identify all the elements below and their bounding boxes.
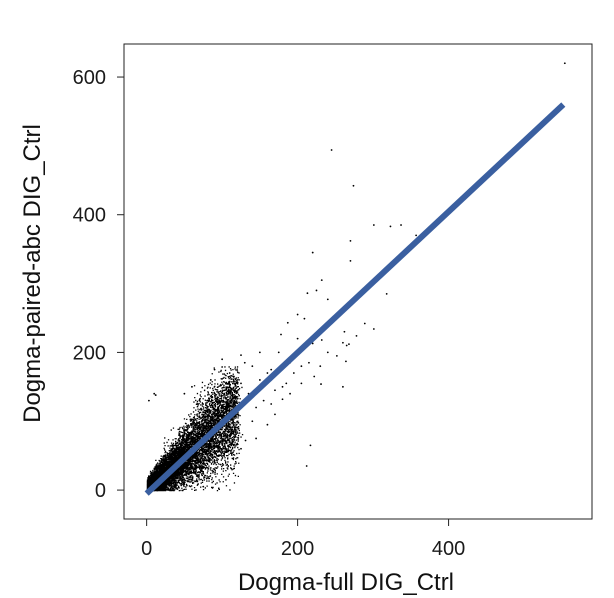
x-axis-ticks: 0 200 400 [141, 519, 465, 560]
data-point [305, 465, 308, 467]
data-point [202, 485, 205, 488]
data-point [244, 439, 247, 442]
data-point [154, 394, 157, 396]
data-point [266, 423, 269, 426]
data-point [415, 234, 418, 237]
data-point [281, 385, 284, 388]
data-point [191, 385, 193, 388]
data-point [266, 372, 269, 374]
data-point [385, 292, 388, 295]
y-tick-label: 400 [73, 205, 106, 227]
y-axis-title: Dogma-paired-abc DIG_Ctrl [19, 124, 46, 423]
data-point [258, 351, 261, 354]
x-axis-title: Dogma-full DIG_Ctrl [238, 569, 454, 596]
x-tick-label: 200 [281, 538, 314, 560]
plot-area [144, 62, 566, 496]
data-point [311, 251, 314, 254]
data-point [280, 333, 282, 336]
data-point [400, 224, 402, 226]
y-tick-label: 200 [73, 342, 106, 364]
data-point [213, 468, 216, 471]
data-point [308, 361, 310, 364]
data-point [296, 313, 299, 316]
data-point [274, 413, 276, 416]
data-point [313, 375, 316, 378]
data-point [300, 365, 303, 368]
data-point [372, 328, 375, 330]
data-point [217, 416, 220, 419]
data-point [345, 344, 348, 347]
data-point [342, 341, 344, 344]
data-point [389, 225, 392, 228]
data-point [326, 351, 329, 354]
data-point [296, 337, 299, 340]
data-point [232, 389, 235, 392]
data-point [262, 399, 265, 402]
x-tick-label: 0 [141, 538, 152, 560]
data-point [343, 330, 346, 333]
plot-frame [123, 43, 593, 520]
data-point [292, 372, 295, 374]
data-point [326, 298, 329, 301]
data-point [270, 403, 273, 405]
data-point [300, 382, 303, 385]
x-tick-label: 400 [432, 538, 465, 560]
data-point [251, 365, 254, 368]
data-point [225, 478, 227, 481]
data-point [320, 279, 323, 282]
data-point [221, 399, 224, 402]
data-point [255, 406, 257, 409]
data-point [363, 322, 366, 325]
data-point [281, 398, 284, 401]
data-point [198, 399, 201, 402]
data-point [274, 389, 276, 392]
data-point [286, 321, 289, 324]
data-point [315, 289, 318, 292]
data-point [335, 354, 338, 357]
point-cloud [146, 366, 244, 492]
data-point [258, 379, 261, 381]
data-point [289, 392, 291, 395]
data-point [309, 444, 312, 447]
data-point [355, 334, 358, 337]
data-point [153, 392, 156, 395]
y-tick-label: 0 [95, 480, 106, 502]
data-point [303, 317, 306, 320]
data-point [319, 365, 322, 368]
data-point [183, 392, 186, 395]
data-point [306, 292, 309, 295]
fit-line [144, 102, 566, 496]
data-point [349, 259, 352, 262]
data-point [372, 224, 375, 226]
data-point [221, 358, 224, 361]
data-point [270, 368, 273, 371]
data-point [255, 437, 257, 440]
y-tick-label: 600 [73, 67, 106, 89]
data-point [320, 383, 322, 385]
data-point [348, 343, 350, 346]
data-point [251, 420, 254, 423]
data-point [240, 447, 242, 450]
data-point [277, 351, 280, 354]
data-point [342, 385, 344, 388]
data-point [228, 372, 231, 374]
data-point [330, 149, 333, 151]
data-point [349, 239, 352, 242]
data-point [345, 360, 347, 363]
data-point [240, 354, 242, 357]
data-point [236, 413, 239, 416]
data-point [209, 379, 212, 381]
data-point [352, 184, 355, 187]
data-point [243, 361, 246, 364]
data-point [285, 382, 288, 385]
data-point [320, 339, 323, 341]
data-point [563, 62, 566, 65]
data-point [240, 382, 242, 385]
data-point [213, 368, 216, 371]
data-point [234, 429, 236, 432]
data-point [148, 399, 150, 402]
y-axis-ticks: 0 200 400 600 [73, 67, 124, 502]
